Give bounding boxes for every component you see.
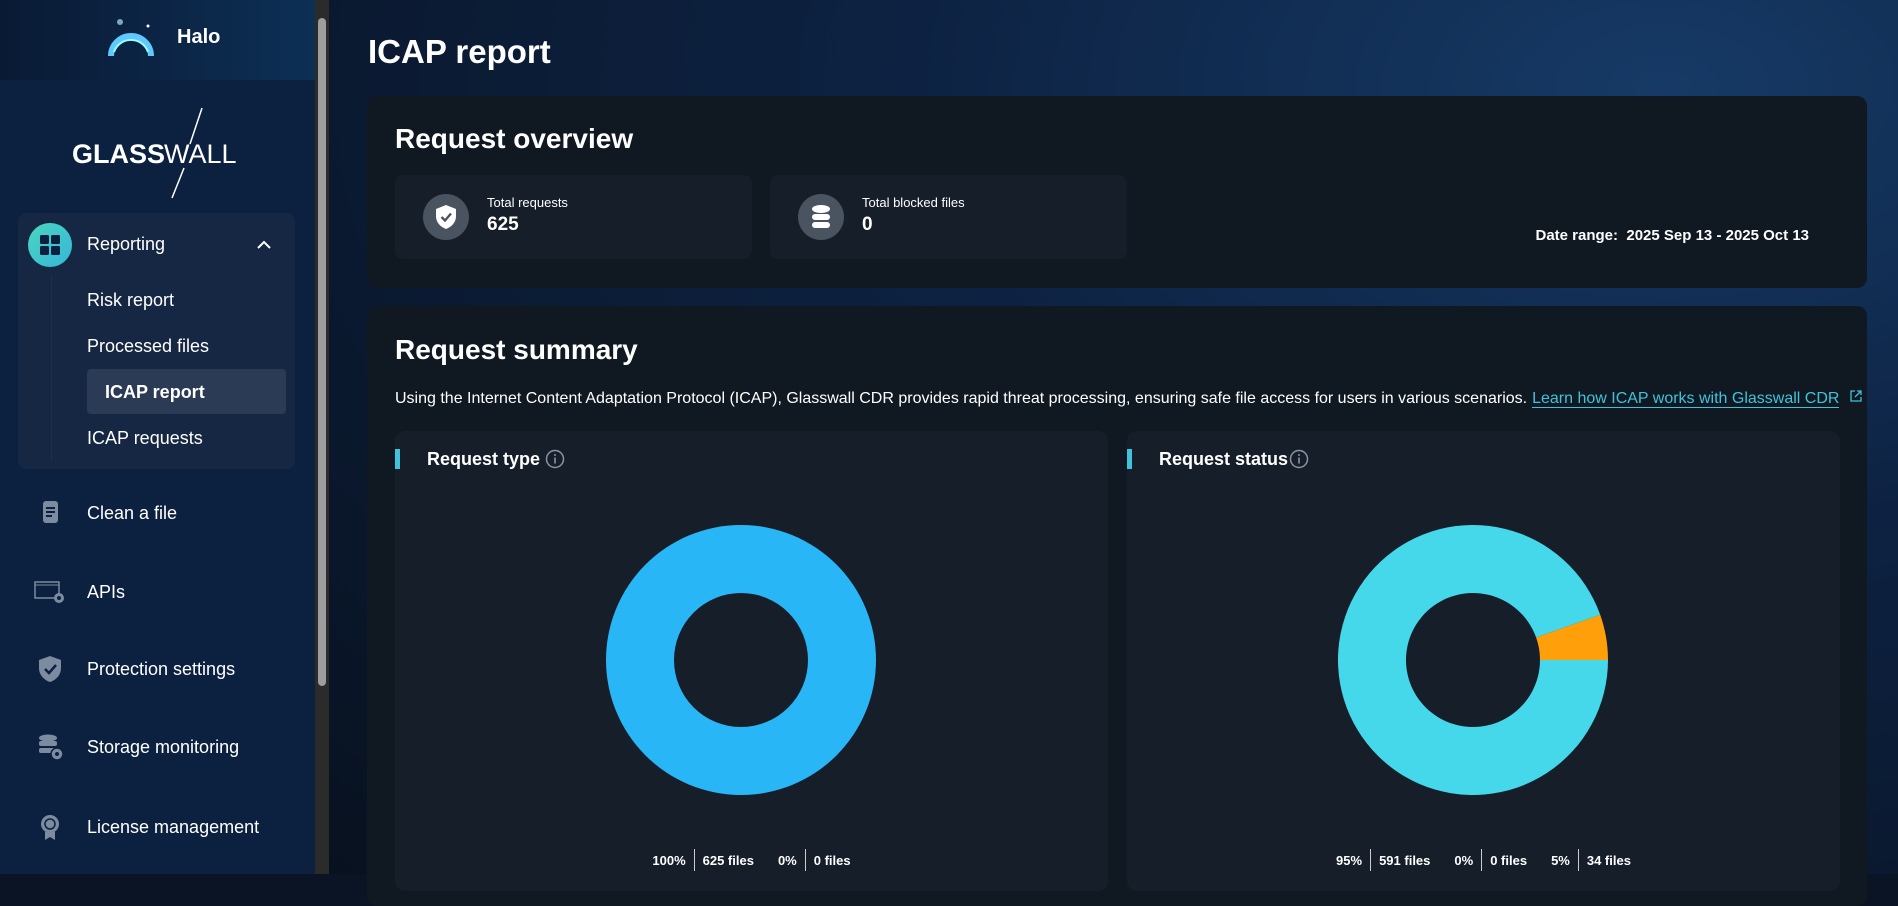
database-icon [798, 194, 844, 240]
sidebar: Halo GLASS WALL Reporting Risk report Pro… [0, 0, 315, 874]
legend-item: 95% 591 files [1336, 849, 1430, 871]
chart-title: Request status [1159, 449, 1289, 469]
info-icon[interactable] [1289, 449, 1309, 469]
legend-percent: 0% [1454, 852, 1474, 868]
divider [1577, 849, 1579, 871]
donut-slice[interactable] [1338, 525, 1608, 796]
legend-percent: 0% [777, 852, 797, 868]
learn-icap-link[interactable]: Learn how ICAP works with Glasswall CDR [1532, 390, 1840, 408]
sidebar-item-risk-report[interactable]: Risk report [87, 290, 175, 310]
svg-text:WALL: WALL [164, 139, 237, 169]
badge-icon [41, 815, 59, 840]
svg-text:GLASS: GLASS [72, 139, 165, 169]
donut-chart [1338, 525, 1608, 796]
sidebar-item-clean-a-file[interactable]: Clean a file [0, 493, 315, 533]
shield-check-icon [423, 194, 469, 240]
grid-icon [28, 223, 72, 267]
halo-logo [108, 19, 154, 57]
summary-title: Request summary [395, 334, 638, 365]
sidebar-item-icap-report[interactable]: ICAP report [87, 369, 286, 414]
sidebar-item-processed-files[interactable]: Processed files [87, 336, 210, 356]
shield-check-icon [39, 656, 61, 682]
legend-files: 0 files [1490, 852, 1528, 868]
file-icon [43, 501, 58, 523]
sidebar-item-license-management[interactable]: License management [0, 807, 315, 847]
external-link-icon[interactable] [1849, 389, 1863, 403]
sidebar-item-icap-requests[interactable]: ICAP requests [87, 428, 203, 448]
api-settings-icon [34, 581, 64, 603]
legend-item: 5% 34 files [1551, 849, 1631, 871]
legend-item: 0% 0 files [1454, 849, 1527, 871]
chevron-up-icon[interactable] [254, 235, 274, 255]
legend-files: 0 files [813, 852, 851, 868]
legend-item: 0% 0 files [778, 849, 851, 871]
legend-files: 591 files [1379, 852, 1431, 868]
chart-title: Request type [427, 449, 541, 469]
donut-slice[interactable] [606, 525, 876, 795]
database-eye-icon [39, 734, 64, 761]
divider [1481, 849, 1483, 871]
stat-total-requests: Total requests 625 [395, 175, 752, 259]
overview-title: Request overview [395, 123, 634, 154]
sidebar-item-reporting[interactable]: Reporting [87, 234, 166, 254]
legend-percent: 100% [652, 852, 686, 868]
summary-description: Using the Internet Content Adaptation Pr… [395, 389, 1863, 408]
divider [804, 849, 806, 871]
app-name: Halo [177, 26, 221, 48]
accent-bar [395, 449, 400, 469]
accent-bar [1127, 449, 1132, 469]
donut-slice[interactable] [1536, 614, 1608, 660]
chart-legend: 95% 591 files 0% 0 files 5% 34 files [1127, 849, 1840, 871]
info-icon[interactable] [545, 449, 565, 469]
legend-item: 100% 625 files [652, 849, 754, 871]
sidebar-item-storage-monitoring[interactable]: Storage monitoring [0, 727, 315, 767]
divider [1370, 849, 1372, 871]
scrollbar-thumb[interactable] [318, 18, 326, 686]
sidebar-group-reporting: Reporting [18, 213, 295, 469]
request-status-chart: Request status 95% 591 files 0% 0 files 5% 34… [1127, 431, 1840, 891]
donut-chart [606, 525, 876, 795]
date-range: Date range: 2025 Sep 13 - 2025 Oct 13 [1535, 227, 1810, 244]
request-type-chart: Request type 100% 625 files 0% 0 files [395, 431, 1108, 891]
sidebar-item-apis[interactable]: APIs [0, 572, 315, 612]
page-title: ICAP report [368, 33, 551, 70]
legend-percent: 95% [1336, 852, 1363, 868]
legend-files: 34 files [1586, 852, 1631, 868]
divider [693, 849, 695, 871]
stat-total-blocked-files: Total blocked files 0 [770, 175, 1127, 259]
legend-percent: 5% [1551, 852, 1570, 868]
app-header: Halo [0, 0, 315, 80]
chart-legend: 100% 625 files 0% 0 files [395, 849, 1108, 871]
sidebar-item-protection-settings[interactable]: Protection settings [0, 649, 315, 689]
legend-files: 625 files [702, 852, 754, 868]
